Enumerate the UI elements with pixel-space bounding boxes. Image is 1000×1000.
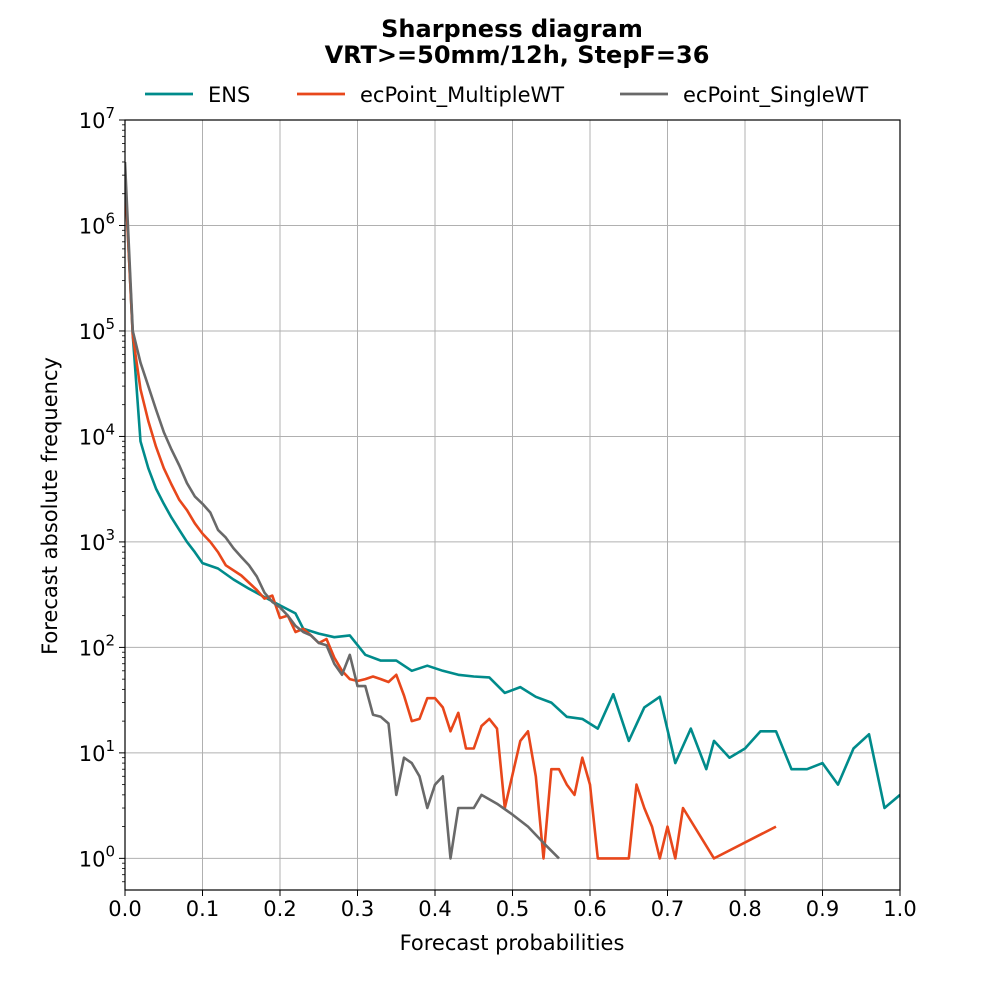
chart-subtitle: VRT>=50mm/12h, StepF=36 bbox=[325, 41, 710, 69]
y-axis-label: Forecast absolute frequency bbox=[38, 357, 62, 655]
x-tick-label: 0.0 bbox=[108, 897, 141, 921]
y-tick-label: 107 bbox=[79, 104, 115, 133]
y-tick-label: 100 bbox=[79, 842, 115, 871]
x-tick-label: 1.0 bbox=[883, 897, 916, 921]
legend-label: ecPoint_MultipleWT bbox=[360, 83, 564, 108]
legend-label: ENS bbox=[208, 83, 250, 107]
x-tick-label: 0.8 bbox=[728, 897, 761, 921]
legend-label: ecPoint_SingleWT bbox=[683, 83, 868, 108]
y-tick-label: 106 bbox=[79, 209, 115, 238]
x-tick-label: 0.4 bbox=[418, 897, 451, 921]
x-tick-label: 0.7 bbox=[651, 897, 684, 921]
y-tick-label: 103 bbox=[79, 526, 115, 555]
y-tick-label: 101 bbox=[79, 737, 115, 766]
series-line-ecpoint-multiplewt bbox=[125, 175, 777, 860]
x-tick-label: 0.6 bbox=[573, 897, 606, 921]
x-tick-label: 0.1 bbox=[186, 897, 219, 921]
y-tick-label: 105 bbox=[79, 315, 115, 344]
x-tick-label: 0.9 bbox=[806, 897, 839, 921]
x-tick-label: 0.3 bbox=[341, 897, 374, 921]
series-line-ecpoint-singlewt bbox=[125, 161, 560, 860]
x-axis-label: Forecast probabilities bbox=[400, 931, 625, 955]
x-axis: 0.0 0.1 0.2 0.3 0.4 0.5 0.6 0.7 0.8 0.9 1.0 bbox=[108, 890, 917, 921]
x-tick-label: 0.2 bbox=[263, 897, 296, 921]
y-tick-label: 104 bbox=[79, 420, 115, 449]
x-tick-label: 0.5 bbox=[496, 897, 529, 921]
y-axis: 100 101 102 103 104 105 106 107 bbox=[79, 104, 125, 883]
series-line-ens bbox=[125, 175, 900, 810]
series-layer bbox=[125, 161, 900, 860]
legend: ENS ecPoint_MultipleWT ecPoint_SingleWT bbox=[145, 83, 868, 108]
y-tick-label: 102 bbox=[79, 631, 115, 660]
chart-title: Sharpness diagram bbox=[381, 15, 643, 43]
